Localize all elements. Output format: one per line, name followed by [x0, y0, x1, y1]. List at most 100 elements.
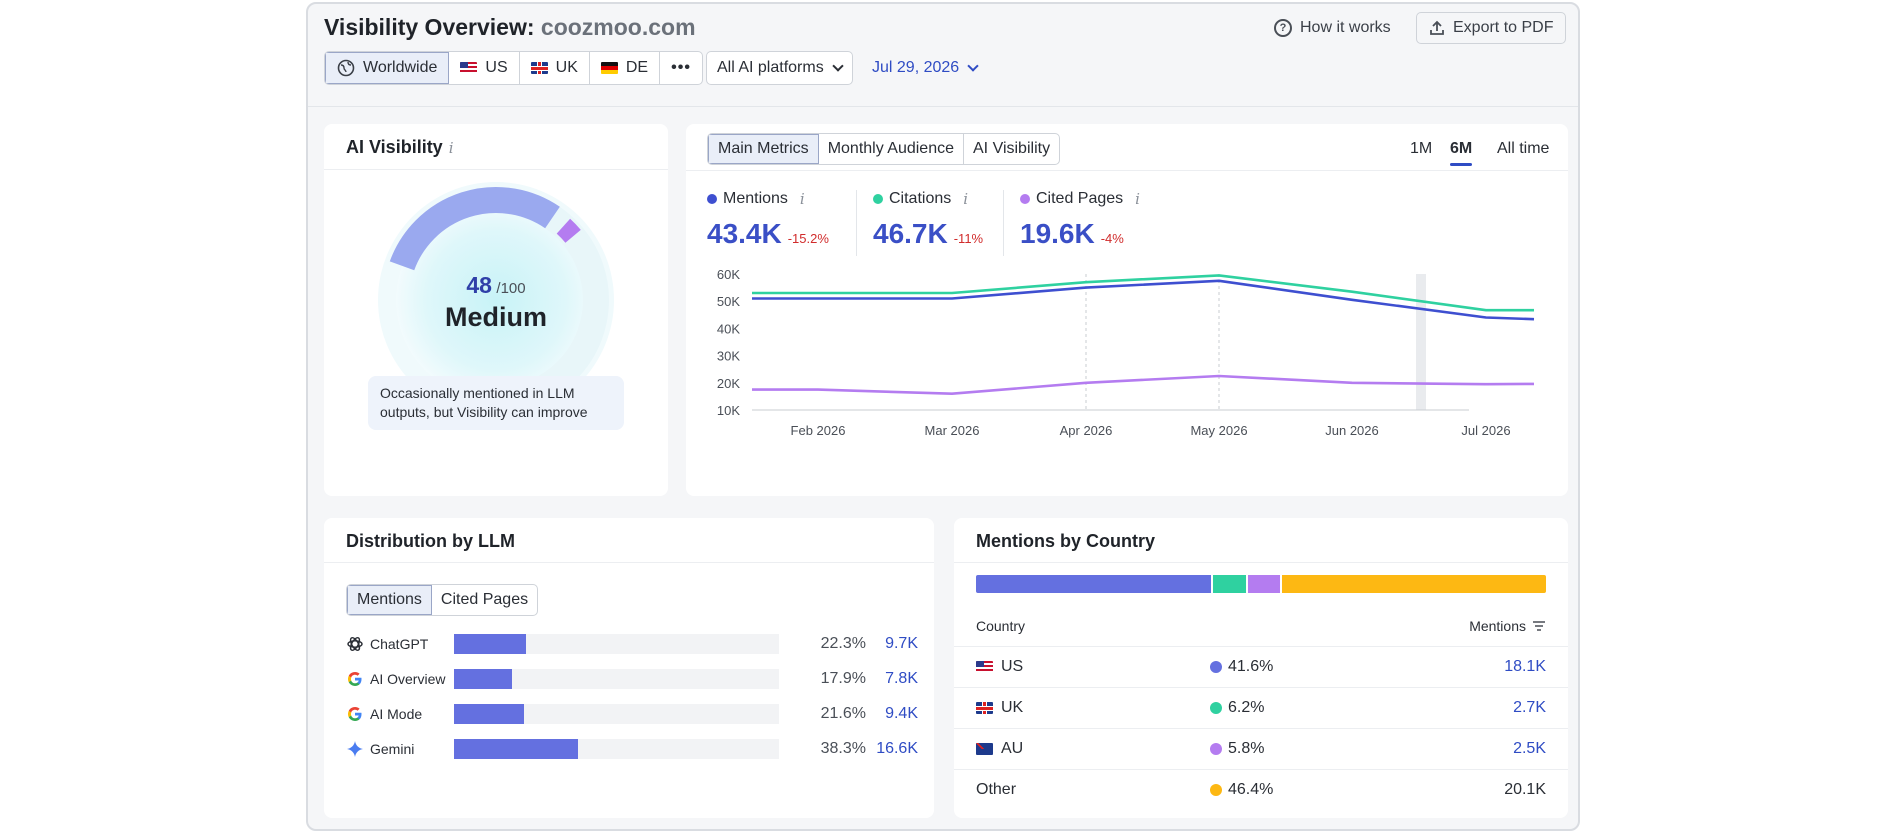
- metric-label: Mentions: [723, 190, 788, 207]
- line-chart: 60K 50K 40K 30K 20K 10K Feb 2026 Mar 2026 Apr 20…: [717, 267, 1535, 438]
- country-count[interactable]: 2.7K: [1513, 699, 1546, 716]
- llm-row-ai-overview: AI Overview 17.9% 7.8K: [346, 666, 918, 692]
- flag-de-icon: [600, 62, 618, 74]
- export-pdf-label: Export to PDF: [1453, 19, 1554, 36]
- country-title: Mentions by Country: [976, 531, 1155, 551]
- metric-label: Citations: [889, 190, 952, 207]
- google-icon: [348, 672, 362, 686]
- citations-dot: [873, 194, 883, 204]
- country-count[interactable]: 2.5K: [1513, 740, 1546, 757]
- metric-label: Cited Pages: [1036, 190, 1124, 207]
- chevron-down-icon: [832, 60, 844, 72]
- region-label: DE: [625, 59, 649, 76]
- y-tick-label: 10K: [717, 403, 740, 418]
- country-pct: 6.2%: [1228, 699, 1265, 716]
- col-mentions-header[interactable]: Mentions: [1469, 618, 1546, 634]
- llm-bar: [454, 739, 579, 759]
- country-pct: 41.6%: [1228, 658, 1274, 675]
- llm-bar: [454, 669, 513, 689]
- country-name: US: [1001, 658, 1024, 675]
- metric-mentions: Mentions i 43.4K -15.2%: [707, 190, 829, 250]
- metrics-tabs: Main Metrics Monthly Audience AI Visibil…: [707, 133, 1061, 165]
- tab-ai-visibility[interactable]: AI Visibility: [973, 140, 1051, 157]
- col-mentions-label: Mentions: [1469, 618, 1526, 634]
- how-it-works-button[interactable]: ? How it works: [1274, 12, 1391, 44]
- llm-count[interactable]: 9.7K: [885, 635, 918, 652]
- llm-bar-track: [454, 704, 779, 724]
- info-icon[interactable]: i: [448, 139, 454, 157]
- country-row-other: Other 46.4% 20.1K: [954, 769, 1568, 810]
- region-label: US: [485, 59, 508, 76]
- x-tick-label: Mar 2026: [925, 423, 980, 438]
- col-country-header: Country: [976, 618, 1026, 634]
- gauge-background: [396, 200, 596, 400]
- llm-name-text: Gemini: [370, 741, 415, 757]
- tab-mentions[interactable]: Mentions: [347, 585, 432, 615]
- gauge-fill: [389, 187, 560, 271]
- tab-monthly-audience[interactable]: Monthly Audience: [819, 134, 964, 164]
- date-dropdown[interactable]: Jul 29, 2026: [872, 51, 979, 85]
- country-dot: [1210, 661, 1222, 673]
- metric-citations: Citations i 46.7K -11%: [873, 190, 983, 250]
- metric-separator: [1003, 190, 1004, 256]
- metric-separator: [856, 190, 857, 256]
- ai-visibility-title: AI Visibility i: [346, 137, 454, 158]
- region-uk[interactable]: UK: [520, 52, 590, 84]
- llm-bar-track: [454, 634, 779, 654]
- country-bar-segment-au[interactable]: [1248, 575, 1280, 593]
- period-6m[interactable]: 6M: [1450, 140, 1473, 166]
- country-bar-segment-other[interactable]: [1281, 575, 1546, 593]
- platform-dropdown[interactable]: All AI platforms: [706, 51, 853, 85]
- region-de[interactable]: DE: [590, 52, 661, 84]
- llm-count[interactable]: 9.4K: [885, 705, 918, 722]
- tab-cited-pages[interactable]: Cited Pages: [440, 591, 529, 608]
- region-us[interactable]: US: [449, 52, 520, 84]
- country-count[interactable]: 18.1K: [1504, 658, 1546, 675]
- card-divider: [954, 562, 1568, 563]
- current-period-band: [1416, 274, 1426, 410]
- x-tick-label: Jul 2026: [1461, 423, 1510, 438]
- metric-change: -4%: [1100, 231, 1124, 246]
- period-all-time[interactable]: All time: [1497, 140, 1550, 157]
- export-pdf-button[interactable]: Export to PDF: [1416, 12, 1567, 44]
- info-icon[interactable]: i: [963, 190, 969, 208]
- google-icon: [348, 707, 362, 721]
- period-1m[interactable]: 1M: [1410, 140, 1433, 157]
- country-dot: [1210, 743, 1222, 755]
- more-regions-button[interactable]: •••: [660, 52, 702, 84]
- llm-count[interactable]: 7.8K: [885, 670, 918, 687]
- y-tick-label: 20K: [717, 376, 740, 391]
- country-row-uk: UK 6.2% 2.7K: [954, 687, 1568, 728]
- visibility-overview-panel: Visibility Overview: coozmoo.com ? How i…: [306, 2, 1580, 831]
- region-selector: Worldwide US UK DE •••: [324, 51, 703, 85]
- llm-name: ChatGPT: [346, 635, 428, 653]
- llm-name-text: AI Mode: [370, 706, 423, 722]
- country-name: Other: [976, 781, 1017, 798]
- series-line-mentions[interactable]: [752, 279, 1535, 321]
- flag-uk-icon: [530, 62, 548, 74]
- series-line-cited-pages[interactable]: [752, 374, 1535, 395]
- card-divider: [324, 169, 668, 170]
- series-line-citations[interactable]: [752, 274, 1534, 312]
- llm-row-gemini: Gemini 38.3% 16.6K: [346, 736, 918, 762]
- tab-main-metrics[interactable]: Main Metrics: [708, 134, 819, 164]
- llm-count[interactable]: 16.6K: [876, 740, 918, 757]
- region-worldwide[interactable]: Worldwide: [325, 52, 450, 84]
- country-bar-segment-uk[interactable]: [1213, 575, 1247, 593]
- llm-row-chatgpt: ChatGPT 22.3% 9.7K: [346, 631, 918, 657]
- country-pct: 46.4%: [1228, 781, 1274, 798]
- country-bar-segment-us[interactable]: [976, 575, 1212, 593]
- llm-row-ai-mode: AI Mode 21.6% 9.4K: [346, 701, 918, 727]
- country-name: AU: [1001, 740, 1024, 757]
- how-it-works-label: How it works: [1300, 19, 1391, 36]
- sort-icon: [1533, 621, 1545, 631]
- info-icon[interactable]: i: [1135, 190, 1140, 208]
- distribution-title: Distribution by LLM: [346, 531, 515, 551]
- metric-value: 19.6K: [1020, 218, 1095, 249]
- gauge-score: 48 /100: [324, 272, 668, 299]
- llm-bar-track: [454, 739, 779, 759]
- info-icon[interactable]: i: [799, 190, 805, 208]
- question-icon: ?: [1274, 19, 1292, 37]
- distribution-tabs: Mentions Cited Pages: [346, 584, 539, 616]
- ai-visibility-card: AI Visibility i 48 /100 Medium Occasional…: [324, 124, 668, 496]
